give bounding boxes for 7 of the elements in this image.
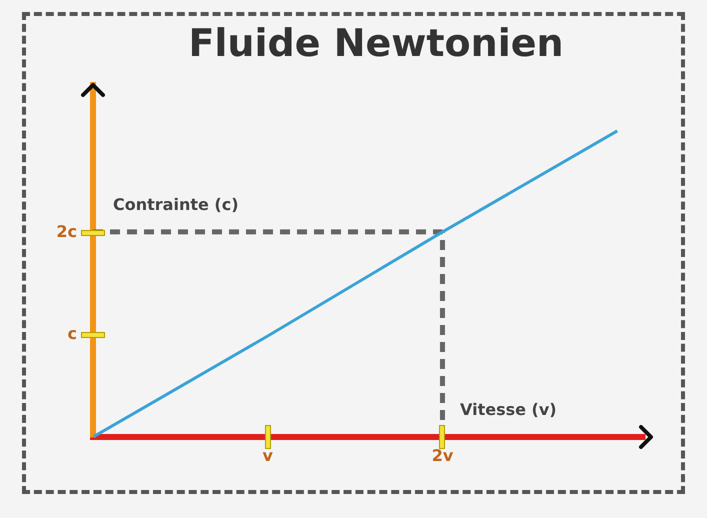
- x-axis-title: Vitesse (v): [460, 400, 557, 420]
- x-tick-label: v: [262, 446, 274, 465]
- text: c: [68, 324, 77, 344]
- text: 2c: [56, 222, 77, 242]
- x-tick-label: 2v: [432, 446, 454, 465]
- chart-title: Fluide Newtonien: [188, 20, 564, 65]
- y-axis-title: Contrainte (c): [113, 195, 239, 214]
